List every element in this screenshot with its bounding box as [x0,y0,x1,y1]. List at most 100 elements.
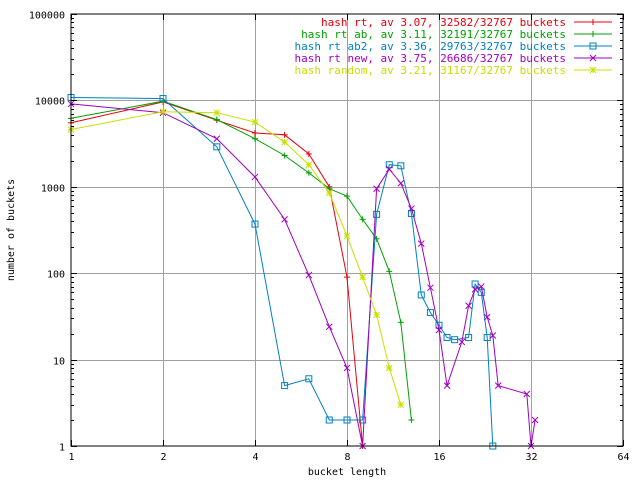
legend-label: hash rt ab, av 3.11, 32191/32767 buckets [301,28,566,41]
data-point [451,336,459,344]
x-tick-label: 16 [433,452,445,463]
series-line [70,97,494,447]
data-point [435,326,443,334]
data-point [281,131,288,138]
data-point [305,161,313,169]
data-point [523,390,531,398]
data-point [385,165,393,173]
data-point [305,271,313,279]
y-tick-label: 10000 [35,97,65,108]
data-point [589,54,597,62]
data-point [427,284,434,292]
tick-marks: 1 2 4 8 16 32 64 1 10 100 1000 10000 100000 [29,11,630,464]
legend-label: hash rt new, av 3.75, 26686/32767 bucket… [294,52,566,65]
data-point [477,283,485,290]
data-point [471,286,479,293]
x-tick-label: 8 [344,452,350,463]
legend: hash rt, av 3.07, 32582/32767 bucketshas… [294,16,612,77]
x-tick-label: 2 [160,452,166,463]
data-point [281,152,288,159]
data-point [343,232,351,240]
data-point [477,288,485,296]
data-point [373,210,381,218]
data-point [590,19,596,25]
data-point [213,135,221,143]
series-line [70,100,412,421]
data-point [325,189,333,197]
x-tick-label: 64 [617,452,629,463]
data-point [343,364,351,372]
data-point [252,129,258,136]
data-point [465,302,472,310]
data-point [159,108,167,116]
data-point [213,143,221,151]
grid-lines [71,14,623,446]
data-point [417,291,425,299]
series-line [70,111,402,405]
legend-item: hash random, av 3.21, 31167/32767 bucket… [294,64,612,77]
x-tick-label: 1 [68,452,74,463]
data-point [589,42,597,50]
data-point [305,375,313,383]
y-tick-label: 1 [59,443,65,454]
series-4 [67,108,405,409]
data-point [373,185,380,193]
data-point [397,319,404,326]
legend-label: hash rt, av 3.07, 32582/32767 buckets [321,16,566,29]
data-point [408,205,415,212]
data-point [386,268,393,275]
series-1 [68,98,415,423]
data-point [343,416,351,424]
data-point [252,135,258,142]
legend-item: hash rt new, av 3.75, 26686/32767 bucket… [294,52,612,65]
x-axis-title: bucket length [308,467,386,478]
data-point [325,323,333,331]
data-point [251,173,259,181]
data-point [359,273,366,281]
data-point [281,138,288,146]
data-point [443,382,451,389]
data-point [251,118,259,126]
data-point [426,309,434,317]
data-point [443,334,451,342]
data-point [494,382,502,389]
legend-item: hash rt ab2, av 3.36, 29763/32767 bucket… [294,40,612,53]
data-point [325,416,333,424]
data-point [305,150,312,157]
data-point [373,311,380,319]
data-point [385,161,393,169]
legend-label: hash rt ab2, av 3.36, 29763/32767 bucket… [294,40,566,53]
x-tick-label: 32 [525,452,537,463]
data-point [359,416,367,424]
data-point [408,416,415,423]
data-point [458,338,466,346]
series-line [70,103,536,447]
data-point [344,193,350,200]
y-tick-label: 1000 [41,184,65,195]
legend-item: hash rt ab, av 3.11, 32191/32767 buckets [301,28,612,41]
series-layer [67,94,539,450]
data-point [305,169,312,176]
series-3 [67,100,539,450]
data-point [589,66,597,74]
y-tick-label: 100000 [29,11,65,22]
data-point [531,416,539,424]
data-point [483,313,491,321]
data-point [397,401,405,409]
legend-item: hash rt, av 3.07, 32582/32767 buckets [321,16,612,29]
y-tick-label: 100 [47,270,65,281]
data-point [590,31,596,37]
x-tick-label: 4 [252,452,258,463]
data-point [213,109,221,117]
data-point [385,364,393,372]
data-point [397,179,405,187]
data-point [359,216,366,223]
data-point [489,332,497,339]
legend-label: hash random, av 3.21, 31167/32767 bucket… [294,64,566,77]
data-point [213,116,220,123]
y-tick-label: 10 [53,357,65,368]
data-point [465,334,473,342]
data-point [281,382,289,390]
